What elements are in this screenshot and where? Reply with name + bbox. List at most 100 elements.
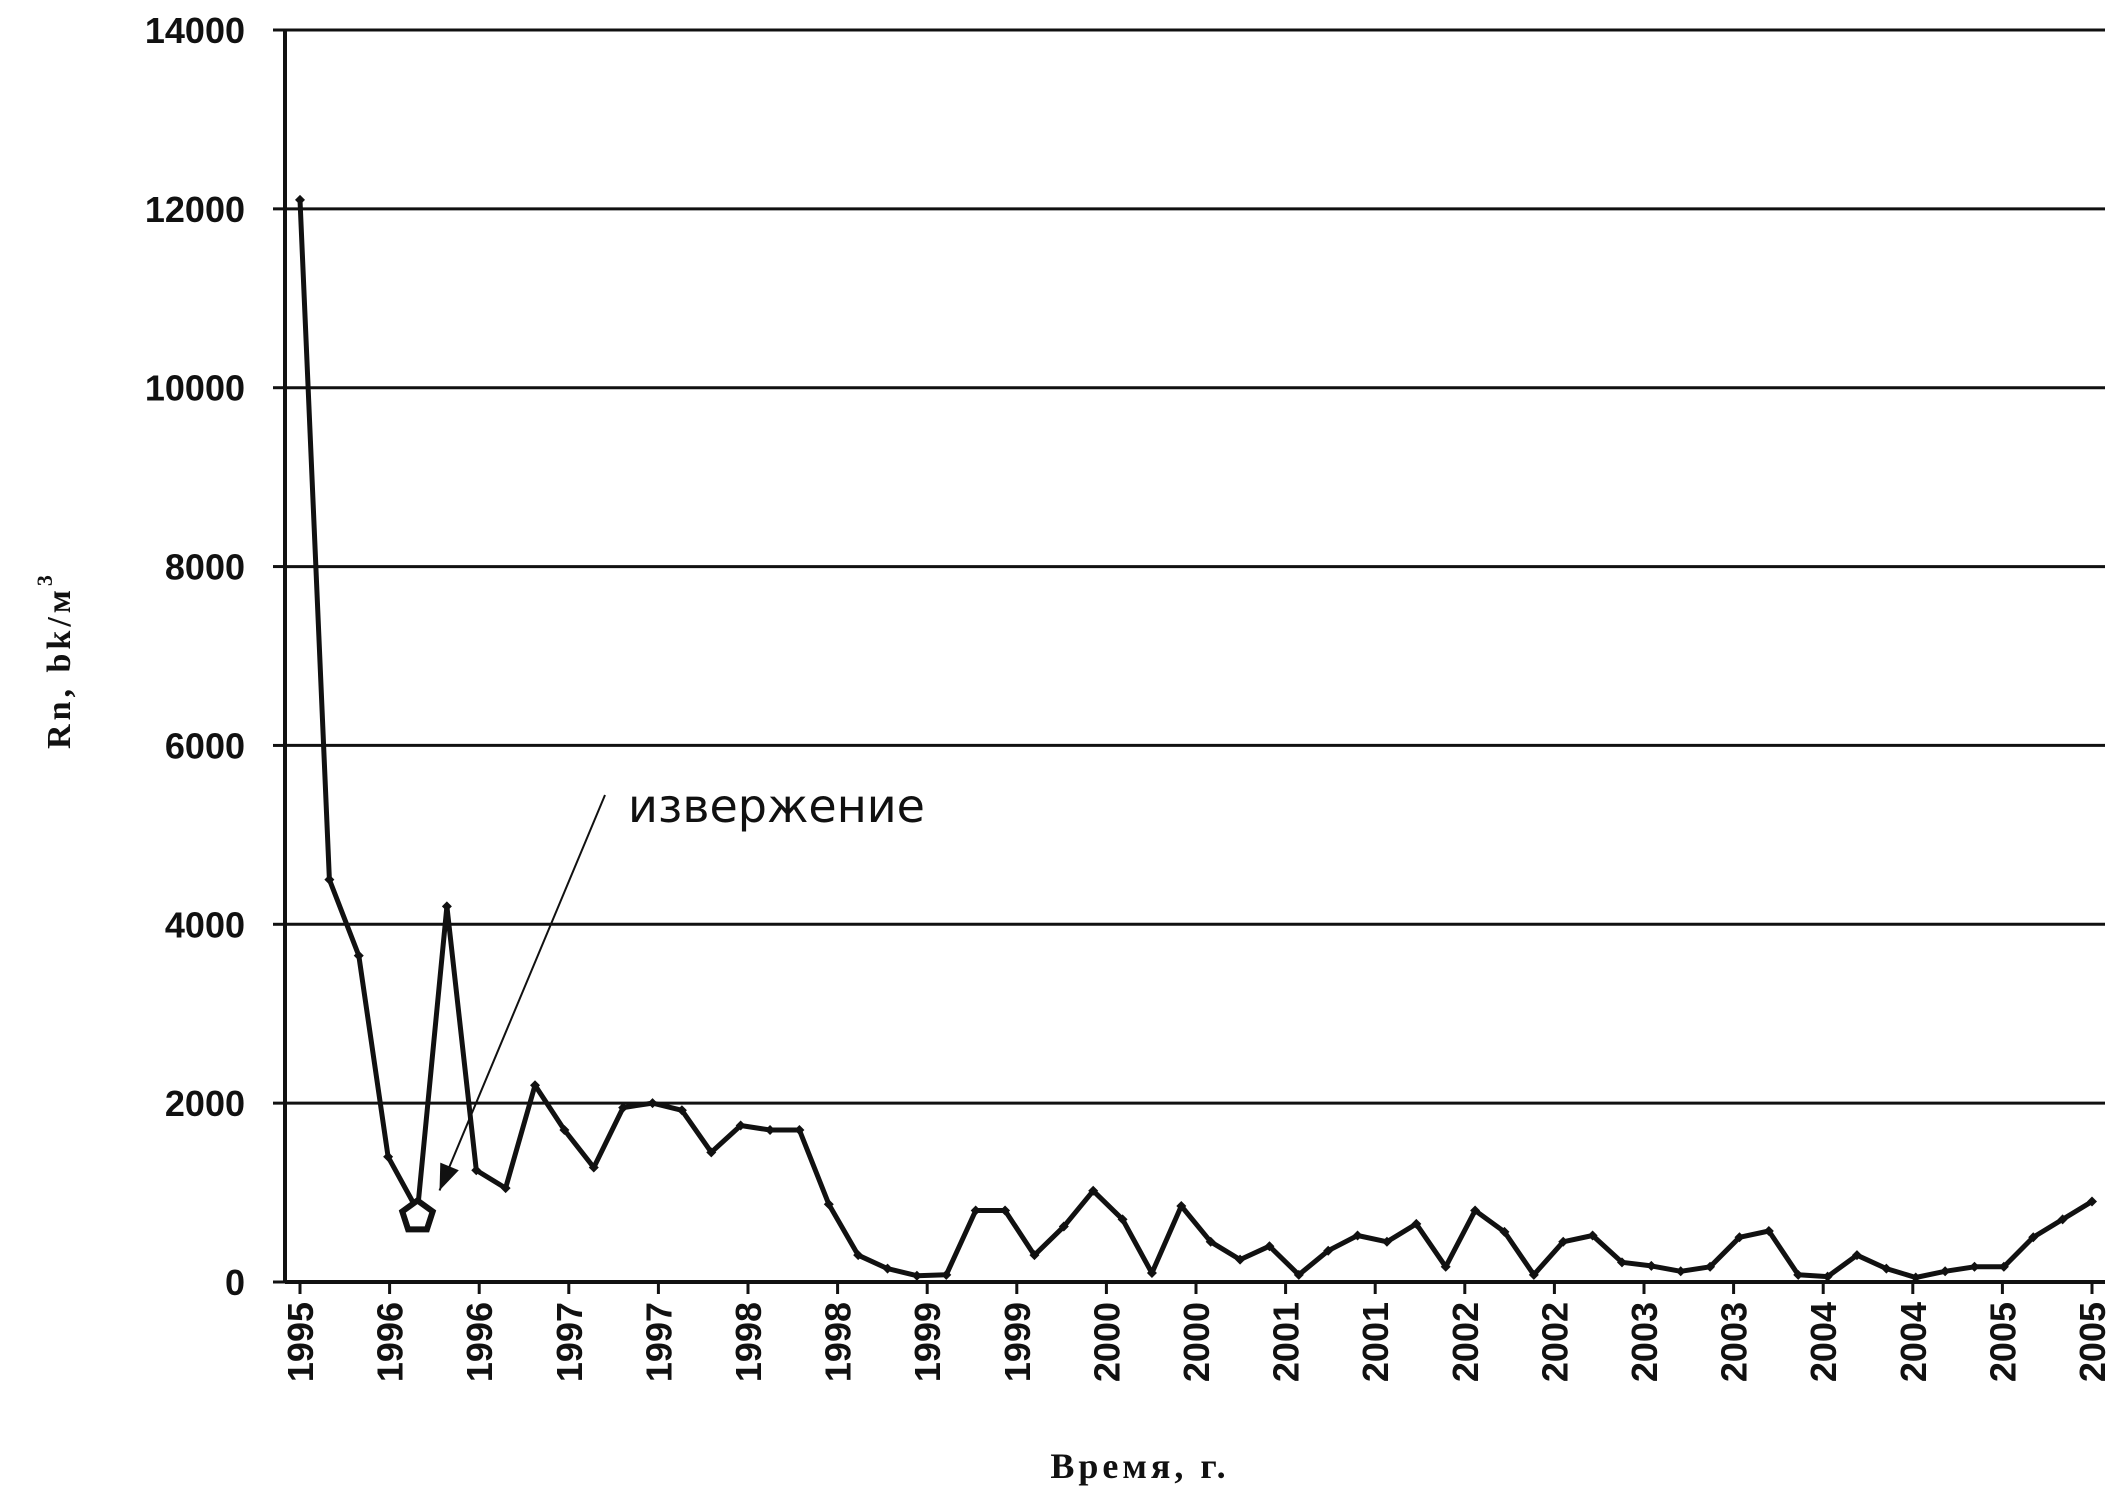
x-tick-label: 1999	[907, 1302, 948, 1382]
y-tick-label: 14000	[145, 10, 245, 51]
x-tick-label: 1999	[997, 1302, 1038, 1382]
data-point	[1851, 1250, 1862, 1261]
data-point	[559, 1124, 570, 1135]
y-axis-title-superscript: 3	[32, 571, 57, 586]
x-tick-label: 1998	[728, 1302, 769, 1382]
data-point	[1763, 1226, 1774, 1237]
x-tick-label: 2001	[1355, 1302, 1396, 1382]
data-point	[1293, 1269, 1304, 1280]
data-point	[1205, 1236, 1216, 1247]
x-tick-label: 2000	[1176, 1302, 1217, 1382]
x-tick-label: 1996	[459, 1302, 500, 1382]
data-point	[911, 1270, 922, 1281]
y-tick-label: 10000	[145, 368, 245, 409]
x-tick-label: 1997	[549, 1302, 590, 1382]
data-point	[1146, 1268, 1157, 1279]
x-tick-label: 1998	[818, 1302, 859, 1382]
y-axis-title: Rn, bk/м3	[32, 571, 78, 749]
svg-text:Rn, bk/м3: Rn, bk/м3	[32, 571, 78, 749]
data-point	[1675, 1266, 1686, 1277]
data-point	[383, 1151, 394, 1162]
data-point	[882, 1263, 893, 1274]
data-point	[1117, 1214, 1128, 1225]
series-line-group	[297, 199, 2094, 1280]
y-tick-label: 12000	[145, 189, 245, 230]
data-point	[1558, 1236, 1569, 1247]
data-point	[706, 1147, 717, 1158]
data-point	[970, 1205, 981, 1216]
data-point	[530, 1080, 541, 1091]
axes	[283, 30, 2105, 1284]
data-point	[1705, 1261, 1716, 1272]
data-point	[1793, 1269, 1804, 1280]
data-point	[1029, 1250, 1040, 1261]
data-point	[1381, 1236, 1392, 1247]
data-point	[295, 194, 305, 205]
data-point	[1323, 1245, 1334, 1256]
x-tick-label: 2000	[1086, 1302, 1127, 1382]
annotation-arrow-line	[438, 794, 606, 1191]
y-tick-label: 8000	[165, 547, 245, 588]
data-point	[1881, 1263, 1892, 1274]
eruption-marker	[398, 1196, 437, 1233]
x-tick-label: 2002	[1445, 1302, 1486, 1382]
data-point	[324, 874, 335, 885]
y-tick-label: 0	[225, 1262, 245, 1303]
data-point	[471, 1165, 482, 1176]
data-point	[1616, 1257, 1627, 1268]
data-point	[500, 1183, 511, 1194]
data-point	[441, 901, 452, 912]
x-tick-label: 1996	[370, 1302, 411, 1382]
data-point	[1264, 1241, 1275, 1252]
series-points	[295, 194, 2097, 1283]
data-point	[2087, 1196, 2097, 1207]
data-point	[1998, 1261, 2009, 1272]
data-point	[1910, 1272, 1921, 1283]
data-point	[941, 1269, 952, 1280]
data-point	[794, 1124, 805, 1135]
data-point	[1734, 1232, 1745, 1243]
x-tick-label: 1995	[280, 1302, 321, 1382]
x-tick-label: 2005	[2072, 1302, 2113, 1382]
x-tick-label: 2004	[1803, 1302, 1844, 1382]
x-tick-labels: 1995 1996 1996 1997 1997 1998 1998 1999 1999 2000…	[280, 1282, 2113, 1382]
y-tick-label: 6000	[165, 725, 245, 766]
x-axis-title: Время, г.	[1050, 1446, 1229, 1486]
data-point	[1088, 1185, 1099, 1196]
data-point	[618, 1102, 629, 1113]
x-tick-label: 2003	[1714, 1302, 1755, 1382]
data-point	[1058, 1221, 1069, 1232]
data-point	[1440, 1261, 1451, 1272]
y-tick-labels: 0 2000 4000 6000 8000 10000 12000 14000	[145, 10, 285, 1303]
data-point	[765, 1124, 776, 1135]
data-point	[676, 1105, 687, 1116]
annotation-arrow-head	[439, 1162, 459, 1191]
data-point	[1822, 1271, 1833, 1282]
x-tick-label: 2002	[1534, 1302, 1575, 1382]
annotation-label: извержение	[628, 779, 925, 833]
y-tick-label: 4000	[165, 904, 245, 945]
x-tick-label: 1997	[638, 1302, 679, 1382]
data-point	[1235, 1254, 1246, 1265]
x-tick-label: 2004	[1893, 1302, 1934, 1382]
data-point	[1587, 1230, 1598, 1241]
data-point	[1646, 1260, 1657, 1271]
data-point	[1000, 1205, 1011, 1216]
x-tick-label: 2005	[1982, 1302, 2023, 1382]
data-point	[2057, 1214, 2068, 1225]
data-point	[735, 1120, 746, 1131]
x-tick-label: 2001	[1266, 1302, 1307, 1382]
data-point	[588, 1162, 599, 1173]
data-point	[823, 1199, 834, 1210]
data-point	[853, 1250, 864, 1261]
data-point	[1969, 1261, 1980, 1272]
data-point	[647, 1098, 658, 1109]
data-point	[1352, 1230, 1363, 1241]
data-point	[353, 950, 364, 961]
data-point	[1940, 1266, 1951, 1277]
y-tick-label: 2000	[165, 1083, 245, 1124]
annotation-group: извержение	[438, 779, 925, 1191]
data-point	[1176, 1200, 1187, 1211]
data-point	[1528, 1269, 1539, 1280]
data-point	[1470, 1205, 1481, 1216]
